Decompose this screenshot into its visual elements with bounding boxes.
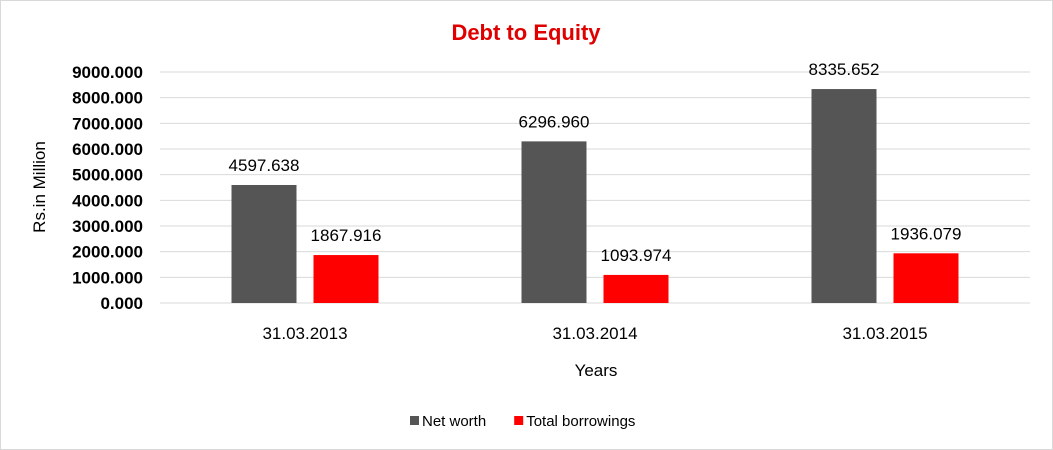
x-axis-category-labels: 31.03.2013 31.03.2014 31.03.2015 (262, 324, 927, 343)
legend: Net worth Total borrowings (410, 413, 635, 430)
x-category-label: 31.03.2013 (262, 324, 347, 343)
y-axis-title: Rs.in Million (30, 141, 49, 233)
y-tick-label: 3000.000 (72, 217, 143, 236)
chart-title: Debt to Equity (451, 20, 601, 45)
x-category-label: 31.03.2014 (552, 324, 637, 343)
y-tick-label: 5000.000 (72, 166, 143, 185)
bar-total-borrowings (893, 253, 959, 303)
y-tick-label: 9000.000 (72, 63, 143, 82)
y-tick-label: 7000.000 (72, 114, 143, 133)
bars (231, 89, 959, 303)
legend-swatch-net-worth (410, 416, 419, 425)
legend-label-net-worth: Net worth (422, 413, 486, 430)
y-tick-label: 4000.000 (72, 191, 143, 210)
bar-net-worth (811, 89, 877, 303)
y-axis-tick-labels: 0.000 1000.000 2000.000 3000.000 4000.000 500… (72, 63, 143, 313)
bar-total-borrowings (603, 274, 669, 303)
data-label-total-borrowings: 1867.916 (311, 226, 382, 245)
bar-net-worth (521, 141, 587, 303)
legend-swatch-total-borrowings (514, 416, 524, 425)
x-category-label: 31.03.2015 (842, 324, 927, 343)
y-tick-label: 1000.000 (72, 268, 143, 287)
bar-total-borrowings (313, 255, 379, 303)
data-label-total-borrowings: 1936.079 (891, 224, 962, 243)
data-label-net-worth: 4597.638 (229, 156, 300, 175)
y-tick-label: 8000.000 (72, 89, 143, 108)
data-labels: 4597.638 1867.916 6296.960 1093.974 8335.652… (229, 60, 962, 265)
y-tick-label: 2000.000 (72, 243, 143, 262)
data-label-net-worth: 8335.652 (809, 60, 880, 79)
x-axis-title: Years (575, 361, 618, 380)
data-label-net-worth: 6296.960 (519, 112, 590, 131)
gridlines (160, 71, 1030, 304)
y-tick-label: 6000.000 (72, 140, 143, 159)
data-label-total-borrowings: 1093.974 (601, 246, 672, 265)
bar-net-worth (231, 184, 297, 303)
y-tick-label: 0.000 (100, 294, 143, 313)
legend-label-total-borrowings: Total borrowings (526, 413, 635, 430)
